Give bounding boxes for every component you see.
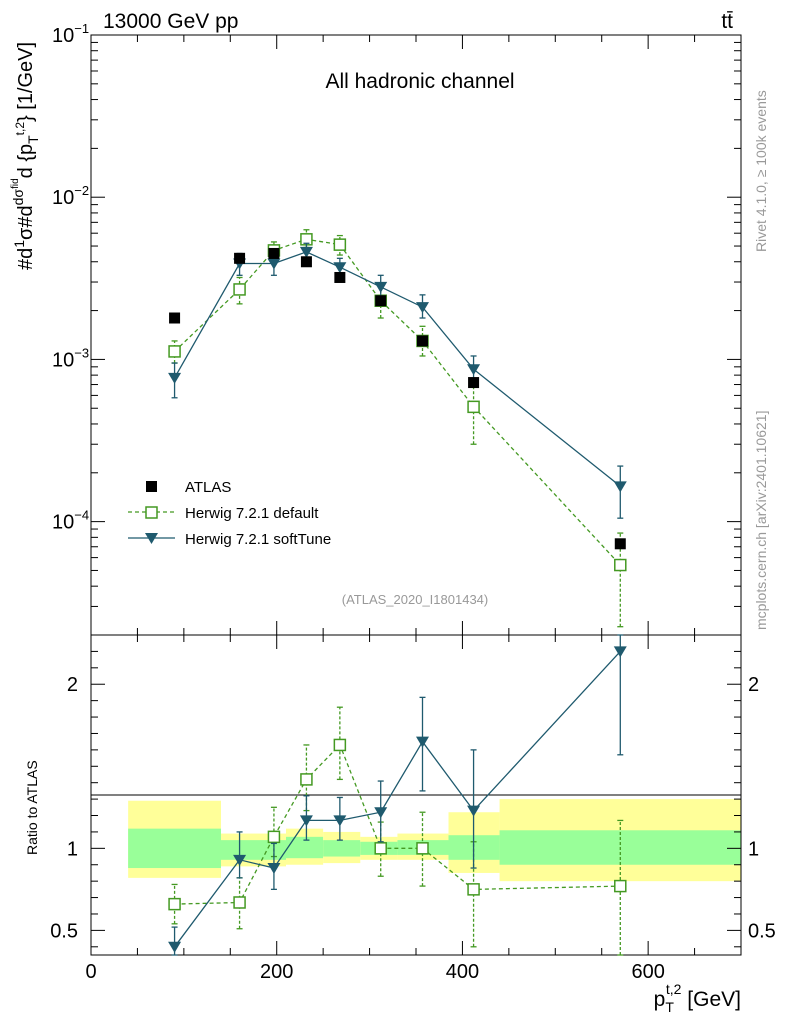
main-y-ticks: 10−1 10−2 10−3 10−4 [52, 21, 741, 636]
x-axis-label: pTt,2 [GeV] [654, 981, 741, 1015]
ratio-panel: 0.5 0.5 1 1 2 2 0 200 400 600 Ratio to ATLAS pTt… [24, 35, 776, 1015]
mc-point [168, 941, 182, 953]
x-axis-label-main: p [654, 988, 666, 1011]
legend-label-softtune: Herwig 7.2.1 softTune [185, 531, 331, 548]
x-axis-label-sub: T [665, 999, 674, 1015]
data-point [234, 252, 246, 264]
mc-point [613, 481, 627, 493]
main-panel: All hadronic channel (ATLAS_2020_I180143… [10, 21, 742, 636]
ratio-y-tick-label-right: 2 [748, 674, 759, 696]
main-y-tick-label: 10−4 [52, 508, 89, 534]
ratio-y-tick-label: 1 [67, 838, 78, 860]
legend-marker-default [145, 506, 158, 519]
mc-point [467, 364, 481, 376]
main-y-axis-title: #d1σ#ddσfidd {pTt,2} [1/GeV] [10, 42, 41, 270]
mc-point [168, 897, 181, 911]
mc-point [267, 863, 281, 875]
legend-label-default: Herwig 7.2.1 default [185, 505, 319, 522]
data-point [334, 271, 346, 283]
x-tick-label: 200 [260, 961, 293, 983]
main-y-tick-label: 10−1 [52, 21, 89, 47]
x-axis-label-sup: t,2 [666, 981, 682, 997]
header-process-label: tt̄ [721, 10, 733, 33]
main-y-axis-label: #d1σ#ddσfidd {pTt,2} [1/GeV] [10, 42, 41, 270]
data-point [417, 335, 428, 347]
rivet-version-label: Rivet 4.1.0, ≥ 100k events [753, 90, 769, 252]
mcplots-label: mcplots.cern.ch [arXiv:2401.10621] [753, 411, 769, 630]
mc-point [613, 646, 627, 658]
ratio-y-tick-label-right: 0.5 [748, 920, 776, 942]
ratio-x-ticks: 0 200 400 600 [85, 35, 742, 983]
ratio-series [168, 634, 627, 956]
mc-point [614, 558, 627, 572]
mc-point [333, 815, 347, 827]
mc-point [374, 281, 388, 293]
mc-point [614, 879, 627, 893]
legend-marker-softtune [145, 533, 158, 544]
mc-point [299, 246, 313, 258]
mc-point [300, 773, 313, 786]
x-tick-label: 0 [85, 961, 96, 983]
data-point [614, 538, 626, 550]
mc-point [333, 738, 347, 752]
header-collision-label: 13000 GeV pp [103, 10, 238, 33]
mc-point [233, 283, 246, 296]
mc-point [267, 830, 281, 844]
mc-point [168, 345, 181, 358]
mc-point [467, 400, 480, 414]
x-tick-label: 400 [446, 961, 479, 983]
mc-point [333, 238, 347, 251]
legend: ATLAS Herwig 7.2.1 default Herwig 7.2.1 … [128, 479, 331, 548]
mc-point [374, 842, 387, 855]
main-title: All hadronic channel [325, 70, 514, 93]
mc-point [416, 302, 429, 314]
mc-point [333, 262, 347, 274]
main-y-tick-label: 10−2 [52, 183, 89, 209]
x-tick-label: 600 [631, 961, 664, 983]
mc-point [299, 815, 313, 827]
ratio-band-inner [286, 836, 324, 859]
mc-point [168, 372, 182, 384]
ratio-y-tick-label: 0.5 [50, 920, 78, 942]
data-point [169, 312, 181, 324]
mc-point [267, 258, 281, 270]
ratio-y-tick-label: 2 [67, 674, 78, 696]
legend-label-atlas: ATLAS [185, 479, 231, 496]
mc-point [416, 842, 429, 855]
analysis-label: (ATLAS_2020_I1801434) [342, 592, 488, 607]
main-y-tick-label: 10−3 [52, 345, 89, 371]
mc-point [233, 854, 247, 866]
ratio-y-ticks: 0.5 0.5 1 1 2 2 [50, 650, 776, 948]
mc-point [233, 896, 246, 909]
main-series [168, 229, 627, 628]
data-point [375, 295, 387, 307]
mc-point [416, 736, 429, 748]
ratio-band-inner [323, 840, 361, 857]
data-point [268, 247, 280, 259]
data-point [468, 377, 480, 389]
ratio-y-axis-label: Ratio to ATLAS [24, 760, 40, 855]
x-axis-label-unit: [GeV] [681, 988, 741, 1011]
legend-marker-atlas [146, 481, 157, 492]
ratio-band-inner [128, 828, 221, 869]
mc-point [467, 883, 480, 896]
ratio-y-tick-label-right: 1 [748, 838, 759, 860]
mc-point [467, 805, 481, 817]
ratio-uncertainty-bands [128, 799, 741, 882]
mc-point [374, 807, 388, 819]
data-point [300, 256, 312, 268]
